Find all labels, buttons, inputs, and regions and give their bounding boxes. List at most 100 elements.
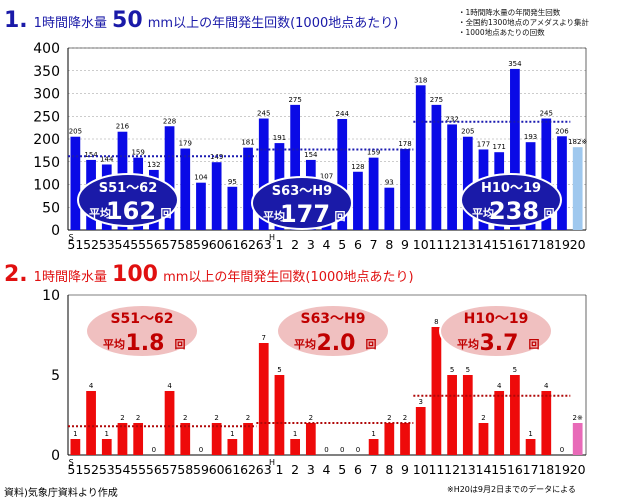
chart2-bar-value-label: 2 <box>403 414 407 422</box>
chart2-bar-value-label: 5 <box>513 366 517 374</box>
chart2-bar <box>447 375 457 455</box>
chart1-y-tick-label: 400 <box>33 41 60 57</box>
chart2-bar-value-label: 1 <box>528 430 532 438</box>
chart2-bar <box>462 375 473 455</box>
chart1-x-tick-label: 61 <box>224 237 240 252</box>
chart2-x-tick-label: 12 <box>444 462 460 477</box>
chart1-average-unit: 回 <box>161 206 172 220</box>
chart1-average-bubble <box>460 173 562 227</box>
chart1-bar-value-label: 182※ <box>568 138 587 146</box>
chart1-average-value: 238 <box>489 197 539 225</box>
chart1-x-tick-label: 51 <box>67 237 83 252</box>
chart2-bar-value-label: 2 <box>481 414 485 422</box>
chart1-average-bubble <box>251 176 353 230</box>
chart1-title: 1. 1時間降水量 50 mm以上の年間発生回数(1000地点あたり) <box>4 8 398 33</box>
chart2-x-tick-label: 58 <box>177 462 193 477</box>
chart2-bar <box>305 423 316 455</box>
chart1-x-tick-label: 20 <box>570 237 586 252</box>
chart1-x-tick-label: 58 <box>177 237 193 252</box>
chart1-x-tick-label: 52 <box>83 237 99 252</box>
chart1-bar <box>290 104 301 230</box>
chart2-bar-value-label: 2 <box>183 414 187 422</box>
chart2-x-tick-label: 10 <box>413 462 429 477</box>
chart1-bar <box>227 186 238 230</box>
chart2-average-period: H10～19 <box>464 311 529 327</box>
chart2-average-label: 平均 <box>457 337 479 351</box>
chart1-bar-value-label: 171 <box>493 143 506 151</box>
chart1-bar <box>510 68 520 231</box>
chart1-average-value: 177 <box>280 200 330 228</box>
chart2-x-tick-label: 61 <box>224 462 240 477</box>
chart1-x-tick-label: 1 <box>275 237 283 252</box>
chart2-average-value: 1.8 <box>126 331 165 356</box>
chart2-bar <box>211 423 222 455</box>
chart1-bar <box>211 162 222 230</box>
chart2-bar-value-label: 4 <box>544 382 549 390</box>
chart2-bar-value-label: 0 <box>356 446 360 454</box>
chart2-x-tick-label: 52 <box>83 462 99 477</box>
chart2-title-pre: 1時間降水量 <box>33 270 107 285</box>
chart2-bar <box>243 423 253 455</box>
chart2-bar <box>274 375 285 455</box>
legend-note: ・1時間降水量の年間発生回数 <box>458 8 561 17</box>
chart1-bar <box>196 182 206 230</box>
chart2-bar-value-label: 1 <box>73 430 77 438</box>
chart2-bar <box>290 439 301 455</box>
chart1-bar-value-label: 181 <box>241 139 254 147</box>
chart2-average-period: S51～62 <box>110 311 173 327</box>
chart1-y-tick-label: 300 <box>33 87 60 103</box>
chart1-bar <box>353 171 363 230</box>
chart2-bar-value-label: 4 <box>497 382 502 390</box>
chart1-bar-value-label: 179 <box>179 140 192 148</box>
chart2-average-value: 3.7 <box>480 331 519 356</box>
chart1-average-period: S51～62 <box>99 181 158 196</box>
chart1-bar <box>368 157 379 230</box>
chart1-average-bubble <box>77 173 179 227</box>
chart1-average-period: S63～H9 <box>272 184 332 199</box>
chart2-bar-value-label: 0 <box>199 446 203 454</box>
chart1-bar <box>447 124 457 230</box>
chart2-title: 2. 1時間降水量 100 mm以上の年間発生回数(1000地点あたり) <box>4 262 414 287</box>
chart1-bar-value-label: 132 <box>147 161 160 169</box>
chart2-title-big: 100 <box>112 262 158 287</box>
chart2-bar <box>70 439 81 455</box>
chart2-bar <box>258 343 269 455</box>
chart1-average-period: H10～19 <box>481 181 541 196</box>
chart1-bar-value-label: 95 <box>228 178 237 186</box>
chart1-x-tick-label: 16 <box>507 237 523 252</box>
chart1-bar <box>258 118 269 230</box>
chart1-x-tick-label: 3 <box>307 237 315 252</box>
chart2-bar-value-label: 8 <box>434 318 438 326</box>
chart2-bar-value-label: 2 <box>136 414 140 422</box>
chart1-bar-value-label: 107 <box>320 172 333 180</box>
chart2-bar-value-label: 2 <box>387 414 391 422</box>
chart2-average-bubble <box>439 304 553 358</box>
chart1-bar-value-label: 159 <box>367 149 380 157</box>
source-note: 資料)気象庁資料より作成 <box>4 488 118 499</box>
chart1-x-tick-label: 13 <box>460 237 476 252</box>
chart1-bar-value-label: 128 <box>351 163 364 171</box>
chart1-bar-value-label: 228 <box>163 117 176 125</box>
chart2-average-bubble <box>85 304 199 358</box>
chart2-bar <box>368 439 379 455</box>
chart1-y-tick-label: 250 <box>33 109 60 125</box>
chart1-title-pre: 1時間降水量 <box>33 16 107 31</box>
chart1-x-tick-label: 6 <box>354 237 362 252</box>
chart1-average-unit: 回 <box>544 206 555 220</box>
chart2-x-tick-label: 6 <box>354 462 362 477</box>
chart1-average-label: 平均 <box>263 209 285 223</box>
chart2-x-tick-label: 18 <box>538 462 554 477</box>
chart2-bar-value-label: 5 <box>277 366 281 374</box>
chart2-bar <box>117 423 128 455</box>
chart2-era-heisei-mark: H <box>269 458 275 467</box>
chart1-x-tick-label: 17 <box>523 237 539 252</box>
chart1-bar <box>541 118 552 230</box>
chart2-x-tick-label: 1 <box>275 462 283 477</box>
chart2-average-label: 平均 <box>103 337 125 351</box>
chart2-x-tick-label: 63 <box>256 462 272 477</box>
chart1-bar <box>572 147 583 230</box>
chart1-bar-value-label: 354 <box>508 60 522 68</box>
chart2-x-tick-label: 5 <box>338 462 346 477</box>
chart1-bar-value-label: 245 <box>257 110 270 118</box>
chart1-x-tick-label: 5 <box>338 237 346 252</box>
